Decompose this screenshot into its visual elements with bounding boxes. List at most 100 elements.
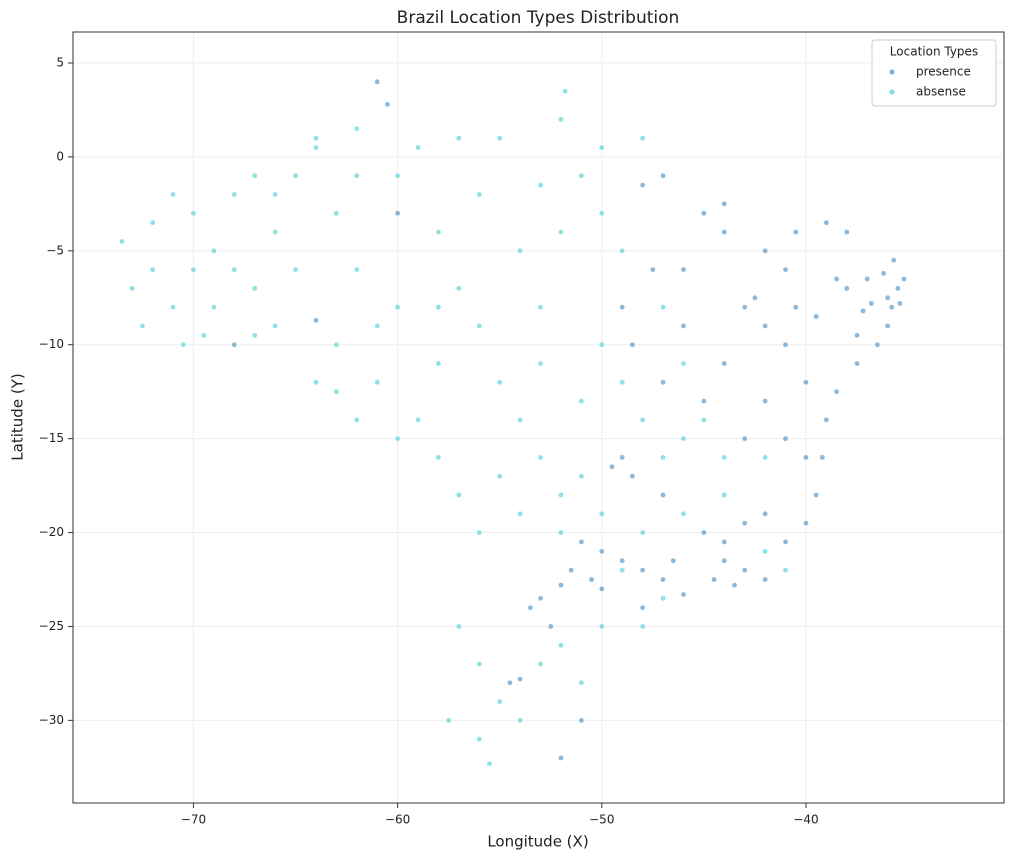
point	[251, 285, 258, 292]
point	[558, 642, 564, 649]
point	[456, 492, 462, 498]
point	[701, 398, 707, 404]
point	[211, 248, 217, 254]
point	[272, 229, 278, 235]
point	[741, 304, 748, 310]
point	[200, 332, 207, 339]
point	[476, 191, 483, 198]
legend-label: absense	[916, 85, 966, 99]
point	[476, 736, 483, 742]
point	[598, 623, 605, 630]
point	[854, 332, 860, 339]
point	[435, 360, 442, 367]
point	[496, 379, 503, 386]
point	[598, 341, 605, 348]
point	[843, 229, 850, 235]
point	[741, 520, 748, 526]
point	[170, 191, 176, 198]
point	[517, 676, 523, 682]
point	[374, 78, 381, 85]
point	[660, 379, 666, 386]
point	[782, 266, 789, 273]
point	[353, 266, 360, 273]
point	[313, 135, 319, 141]
point	[313, 317, 319, 324]
point	[670, 557, 677, 564]
point	[598, 210, 605, 217]
point	[629, 473, 636, 479]
point	[353, 417, 360, 423]
point	[119, 238, 125, 245]
point	[803, 379, 809, 386]
point	[333, 210, 340, 217]
point	[231, 191, 238, 198]
point	[211, 304, 217, 310]
point	[415, 417, 421, 423]
point	[897, 300, 903, 307]
point	[578, 398, 585, 404]
point	[394, 435, 401, 442]
point	[890, 257, 897, 264]
y-tick-label: −20	[39, 525, 64, 539]
point	[598, 510, 605, 517]
point	[231, 266, 238, 273]
point	[180, 341, 187, 348]
point	[884, 323, 891, 329]
point	[762, 323, 768, 329]
point	[680, 266, 687, 273]
point	[517, 417, 523, 423]
point	[680, 360, 687, 367]
point	[721, 492, 728, 498]
point	[619, 248, 626, 254]
point	[537, 360, 544, 367]
point	[639, 623, 646, 630]
point	[578, 473, 585, 479]
x-axis-label: Longitude (X)	[487, 833, 588, 851]
point	[517, 717, 523, 724]
point	[537, 304, 544, 310]
point	[619, 304, 626, 310]
point	[701, 529, 707, 536]
point	[578, 539, 585, 545]
point	[394, 172, 401, 179]
point	[901, 276, 907, 282]
point	[782, 539, 789, 545]
legend-marker	[889, 69, 895, 75]
point	[741, 435, 748, 442]
point	[456, 135, 462, 141]
point	[445, 717, 452, 724]
point	[456, 285, 462, 292]
point	[731, 582, 738, 588]
point	[562, 88, 568, 94]
point	[701, 210, 707, 217]
point	[496, 473, 503, 479]
point	[537, 454, 544, 461]
y-tick-label: −5	[46, 243, 64, 257]
point	[792, 229, 799, 235]
point	[619, 454, 626, 461]
point	[629, 341, 636, 348]
point	[333, 341, 340, 348]
point	[721, 557, 728, 564]
point	[558, 755, 564, 761]
point	[880, 270, 887, 277]
point	[660, 595, 666, 602]
point	[231, 341, 238, 348]
point	[435, 454, 442, 461]
point	[353, 125, 360, 132]
point	[558, 529, 564, 536]
point	[476, 661, 483, 667]
point	[537, 595, 544, 602]
y-tick-label: −30	[39, 713, 64, 727]
point	[823, 219, 830, 226]
point	[701, 417, 707, 423]
point	[803, 454, 809, 461]
point	[578, 717, 585, 724]
point	[251, 172, 258, 179]
point	[874, 341, 881, 348]
point	[660, 172, 666, 179]
x-tick-label: −60	[385, 813, 410, 827]
point	[680, 323, 687, 329]
point	[456, 623, 462, 630]
